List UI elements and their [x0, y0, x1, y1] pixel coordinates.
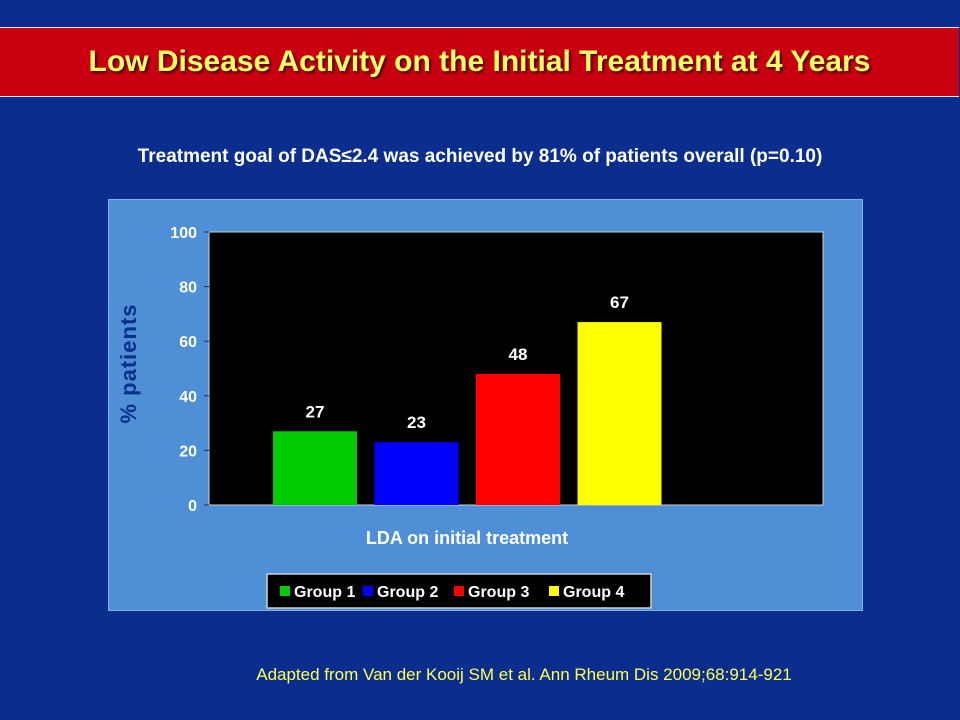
data-label: 23	[407, 413, 426, 432]
x-axis-label: LDA on initial treatment	[366, 528, 568, 548]
slide-subtitle: Treatment goal of DAS≤2.4 was achieved b…	[137, 146, 823, 167]
legend-label: Group 4	[563, 584, 624, 601]
legend-swatch	[549, 586, 559, 596]
y-tick-label: 60	[179, 334, 197, 351]
legend-swatch	[280, 586, 290, 596]
y-tick-label: 20	[179, 443, 197, 460]
bar-group-3	[476, 373, 560, 505]
legend-label: Group 3	[468, 584, 529, 601]
title-bar: Low Disease Activity on the Initial Trea…	[0, 27, 959, 97]
legend-label: Group 1	[294, 584, 355, 601]
bar-group-4	[577, 322, 662, 505]
y-tick-label: 0	[188, 498, 197, 515]
data-label: 48	[509, 345, 528, 364]
legend-swatch	[454, 586, 464, 596]
bar-group-1	[273, 431, 357, 505]
y-tick-label: 40	[179, 389, 197, 406]
chart-panel: % patients LDA on initial treatment 0 20 4…	[108, 199, 863, 611]
y-tick-label: 80	[179, 280, 197, 297]
slide-title: Low Disease Activity on the Initial Trea…	[88, 45, 871, 78]
legend-swatch	[363, 586, 373, 596]
bar-chart: % patients LDA on initial treatment 0 20 4…	[116, 225, 824, 609]
data-label: 27	[306, 402, 325, 421]
y-axis-label: % patients	[116, 303, 141, 423]
source-citation: Adapted from Van der Kooij SM et al. Ann…	[256, 665, 792, 684]
y-tick-label: 100	[170, 225, 197, 242]
data-label: 67	[610, 293, 629, 312]
bar-group-2	[374, 442, 459, 505]
legend-label: Group 2	[377, 584, 438, 601]
